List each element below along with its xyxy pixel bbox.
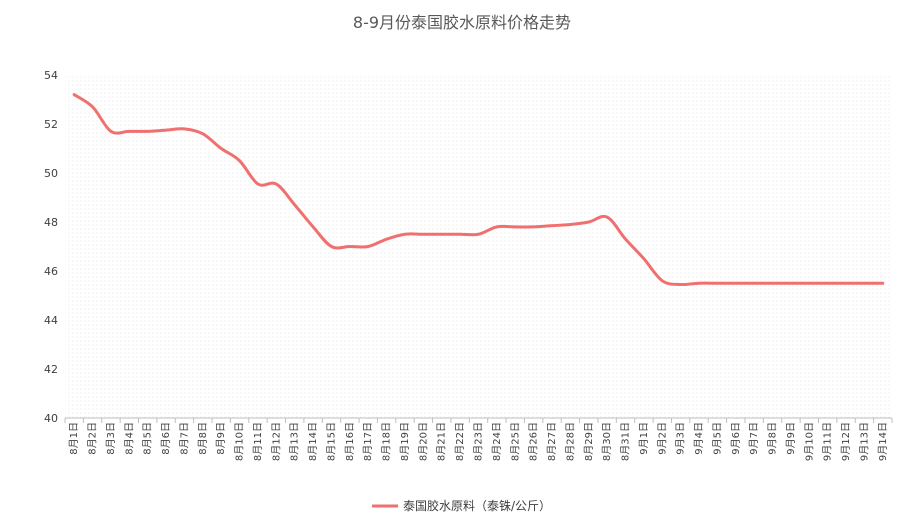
x-tick-label: 9月5日: [711, 422, 723, 455]
x-tick-label: 8月6日: [160, 422, 172, 455]
x-tick-label: 8月22日: [454, 422, 466, 461]
legend: 泰国胶水原料（泰铢/公斤）: [372, 498, 551, 513]
x-tick-label: 8月3日: [105, 422, 117, 455]
x-tick-label: 9月13日: [858, 422, 870, 461]
y-tick-label: 48: [44, 216, 58, 229]
x-tick-label: 9月2日: [656, 422, 668, 455]
x-tick-label: 9月3日: [675, 422, 687, 455]
x-tick-label: 8月31日: [620, 422, 632, 461]
x-tick-label: 9月9日: [785, 422, 797, 455]
x-axis: 8月1日 8月2日 8月3日 8月4日 8月5日 8月6日 8月7日 8月8日 8月9日 8月10…: [64, 418, 893, 461]
plot-area: [65, 75, 892, 418]
y-tick-label: 42: [44, 363, 58, 376]
x-tick-label: 8月5日: [142, 422, 154, 455]
x-tick-label: 8月26日: [528, 422, 540, 461]
y-axis: 40 42 44 46 48 50 52 54: [44, 69, 58, 425]
x-tick-label: 8月28日: [564, 422, 576, 461]
x-tick-label: 8月18日: [381, 422, 393, 461]
x-tick-label: 9月7日: [748, 422, 760, 455]
x-tick-label: 9月11日: [822, 422, 834, 461]
x-tick-label: 8月25日: [509, 422, 521, 461]
series-line: [72, 93, 885, 287]
x-tick-label: 8月14日: [307, 422, 319, 461]
y-tick-label: 50: [44, 167, 58, 180]
x-tick-label: 8月12日: [270, 422, 282, 461]
x-tick-label: 8月8日: [197, 422, 209, 455]
x-tick-label: 9月1日: [638, 422, 650, 455]
x-tick-label: 8月21日: [436, 422, 448, 461]
x-tick-label: 9月12日: [840, 422, 852, 461]
y-tick-label: 40: [44, 412, 58, 425]
chart-title: 8-9月份泰国胶水原料价格走势: [353, 13, 571, 32]
x-tick-label: 9月6日: [730, 422, 742, 455]
y-tick-label: 54: [44, 69, 58, 82]
legend-label: 泰国胶水原料（泰铢/公斤）: [403, 498, 551, 513]
x-tick-label: 8月23日: [473, 422, 485, 461]
x-tick-label: 8月17日: [362, 422, 374, 461]
x-tick-label: 8月20日: [417, 422, 429, 461]
x-tick-label: 8月4日: [123, 422, 135, 455]
x-tick-label: 8月29日: [583, 422, 595, 461]
y-tick-label: 52: [44, 118, 58, 131]
x-tick-label: 8月27日: [546, 422, 558, 461]
x-tick-label: 9月8日: [767, 422, 779, 455]
x-tick-label: 8月15日: [325, 422, 337, 461]
x-tick-label: 8月30日: [601, 422, 613, 461]
x-tick-label: 8月1日: [68, 422, 80, 455]
x-tick-label: 8月24日: [491, 422, 503, 461]
x-tick-label: 8月11日: [252, 422, 264, 461]
y-tick-label: 44: [44, 314, 58, 327]
x-tick-label: 8月7日: [178, 422, 190, 455]
x-tick-label: 8月10日: [234, 422, 246, 461]
x-tick-label: 8月19日: [399, 422, 411, 461]
x-tick-label: 8月2日: [87, 422, 99, 455]
y-tick-label: 46: [44, 265, 58, 278]
x-tick-label: 8月13日: [289, 422, 301, 461]
x-tick-label: 9月10日: [803, 422, 815, 461]
x-tick-label: 9月4日: [693, 422, 705, 455]
x-tick-label: 8月9日: [215, 422, 227, 455]
x-tick-label: 9月14日: [877, 422, 889, 461]
x-tick-label: 8月16日: [344, 422, 356, 461]
